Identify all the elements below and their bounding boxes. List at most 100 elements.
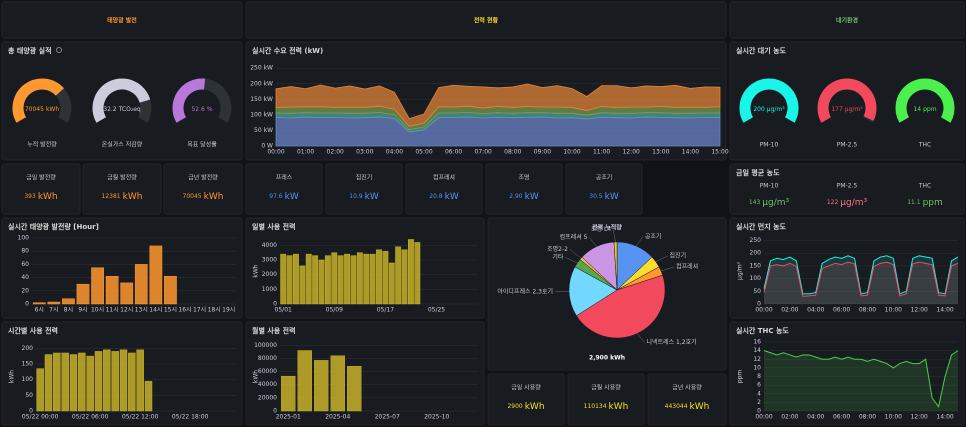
panel (729, 217, 965, 319)
bar (293, 253, 299, 305)
pie-label: 조명 L4 (591, 225, 611, 233)
avg-unit: ppm (923, 198, 943, 208)
pie-footer: 2,900 kWh (589, 355, 625, 362)
bar (337, 255, 344, 305)
stat-label: 프레스 (276, 174, 293, 182)
stat-number: 20.8 (429, 193, 443, 200)
y-axis-label: kWh (253, 264, 260, 277)
avg-unit: μg/m³ (840, 198, 867, 208)
gauge-arc (12, 78, 64, 123)
stat-label: 금월 사용량 (591, 384, 621, 392)
y-tick-label: 4000 (262, 242, 277, 249)
y-tick-label: 1000 (262, 286, 277, 293)
y-tick-label: 20 (21, 287, 29, 294)
bar (299, 265, 306, 305)
panel-title: 실시간 THC 농도 (736, 326, 789, 335)
pie-leader (635, 236, 643, 247)
x-tick-label: 10:00 (885, 414, 902, 421)
y-tick-label: 0 (757, 301, 761, 308)
x-tick-label: 2025-10 (424, 414, 449, 421)
gauge-label: PM-2.5 (837, 142, 858, 149)
x-tick-label: 02:00 (781, 414, 798, 421)
panel (405, 163, 483, 215)
bar (134, 264, 148, 305)
bar (305, 253, 312, 305)
y-tick-label: 50 (753, 288, 761, 295)
stat-unit: kW (365, 192, 379, 202)
bar (164, 276, 177, 305)
panel (565, 163, 643, 215)
gauge-value-number: 32.2 (103, 106, 117, 113)
x-tick-label: 06:00 (833, 307, 850, 314)
stat-unit: kW (525, 192, 539, 202)
y-tick-label: 80 (21, 248, 29, 255)
y-tick-label: 50 kW (254, 127, 273, 134)
stat-unit: kWh (609, 402, 629, 412)
y-tick-label: 14 (753, 347, 761, 354)
stat-number: 12381 (102, 193, 121, 200)
gauge-label: THC (918, 142, 931, 149)
y-tick-label: 250 (750, 237, 762, 244)
gauge-value-unit: μg/m³ (845, 106, 863, 113)
x-tick-label: 11시 (106, 307, 119, 314)
header-panel (245, 1, 727, 39)
y-tick-label: 100 (18, 235, 30, 242)
pie-label: 기타 (552, 253, 564, 261)
y-tick-label: 0 (25, 301, 29, 308)
gauge-value: 52.6% (191, 106, 212, 113)
avg-label: PM-10 (760, 183, 779, 190)
y-tick-label: 2000 (262, 271, 277, 278)
stat-value: 20.8 kW (429, 192, 459, 202)
bar (369, 253, 376, 305)
stat-unit: kWh (123, 192, 143, 202)
x-tick-label: 00:00 (755, 307, 772, 314)
pie-label: 공조기 (645, 232, 662, 240)
bar (36, 368, 44, 412)
x-tick-label: 05:00 (415, 149, 432, 156)
x-tick-label: 05/22 06:00 (72, 414, 109, 421)
bar (350, 255, 357, 305)
stat-number: 443044 (665, 403, 688, 410)
panel (729, 321, 965, 426)
stat-value: 110134 kWh (584, 402, 629, 412)
stat-value: 393 kWh (24, 192, 57, 202)
avg-unit: μg/m³ (762, 198, 789, 208)
bar (53, 352, 61, 412)
pie-label: 아이디프레스 2,3호기 (497, 287, 553, 295)
panel (325, 163, 403, 215)
x-tick-label: 05/22 12:00 (122, 414, 159, 421)
bar (408, 239, 414, 305)
bar (376, 249, 382, 305)
panel (1, 41, 243, 161)
stat-value: 30.5 kW (589, 192, 619, 202)
gauge-value: 32.2 TCO₂eq (103, 106, 141, 113)
x-tick-label: 05/22 18:00 (172, 414, 209, 421)
avg-number: 143 (749, 199, 761, 206)
bar (103, 349, 111, 412)
y-axis-label: ppm (737, 370, 744, 384)
x-tick-label: 05/17 (377, 307, 394, 314)
pie-leader (589, 237, 597, 247)
gauge-value-unit: μg/m³ (767, 106, 785, 113)
x-tick-label: 15:00 (711, 149, 728, 156)
bar (356, 252, 363, 305)
bar (363, 253, 370, 305)
bar (347, 366, 362, 412)
bar (149, 245, 163, 305)
y-tick-label: 2 (757, 399, 761, 406)
stat-number: 97.6 (269, 193, 283, 200)
y-tick-label: 100 (750, 275, 762, 282)
x-tick-label: 10:00 (885, 307, 902, 314)
bar (32, 302, 46, 305)
pie-leader (565, 257, 578, 264)
gauge-value-unit: kWh (46, 106, 59, 113)
gauge-label: 온실가스 저감량 (102, 141, 143, 149)
bar (414, 242, 421, 305)
x-tick-label: 14시 (149, 307, 162, 314)
bar (324, 255, 331, 305)
x-tick-label: 08:00 (504, 149, 521, 156)
avg-label: THC (918, 183, 931, 190)
x-tick-label: 06:00 (833, 414, 850, 421)
bar (111, 351, 119, 412)
panel-title: 실시간 먼지 농도 (736, 222, 787, 231)
